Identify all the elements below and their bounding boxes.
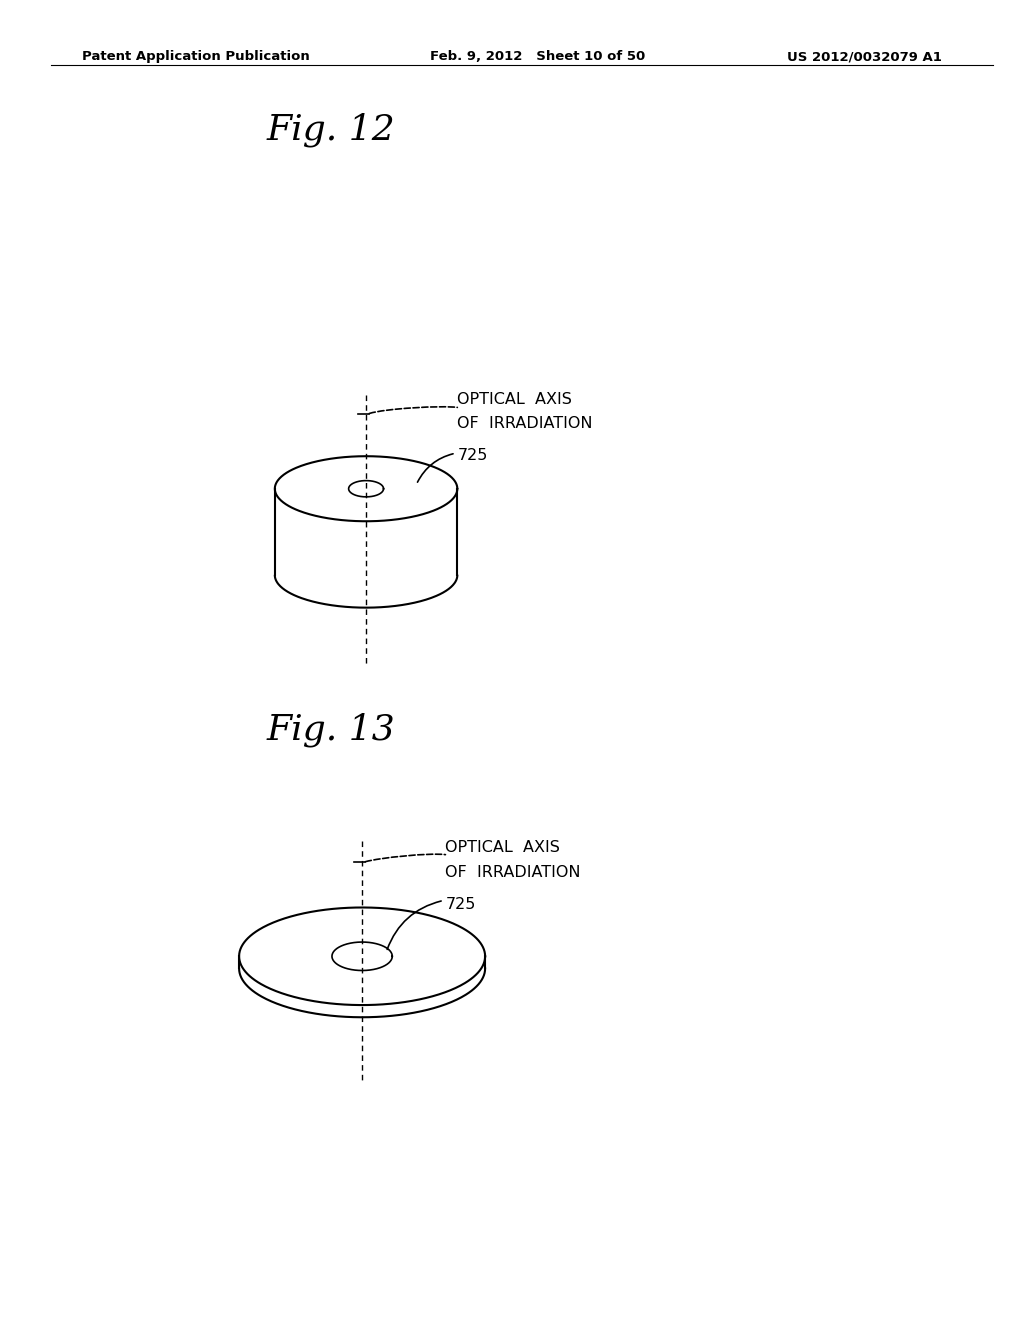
Text: Fig. 12: Fig. 12	[266, 112, 395, 147]
Text: OPTICAL  AXIS: OPTICAL AXIS	[458, 392, 572, 407]
Text: Fig. 13: Fig. 13	[266, 713, 395, 747]
Text: 725: 725	[458, 447, 487, 463]
Text: OF  IRRADIATION: OF IRRADIATION	[458, 416, 593, 430]
Text: Feb. 9, 2012   Sheet 10 of 50: Feb. 9, 2012 Sheet 10 of 50	[430, 50, 645, 63]
Text: OPTICAL  AXIS: OPTICAL AXIS	[445, 841, 560, 855]
Text: 725: 725	[445, 898, 476, 912]
Text: Patent Application Publication: Patent Application Publication	[82, 50, 309, 63]
Text: US 2012/0032079 A1: US 2012/0032079 A1	[787, 50, 942, 63]
Text: OF  IRRADIATION: OF IRRADIATION	[445, 865, 581, 880]
